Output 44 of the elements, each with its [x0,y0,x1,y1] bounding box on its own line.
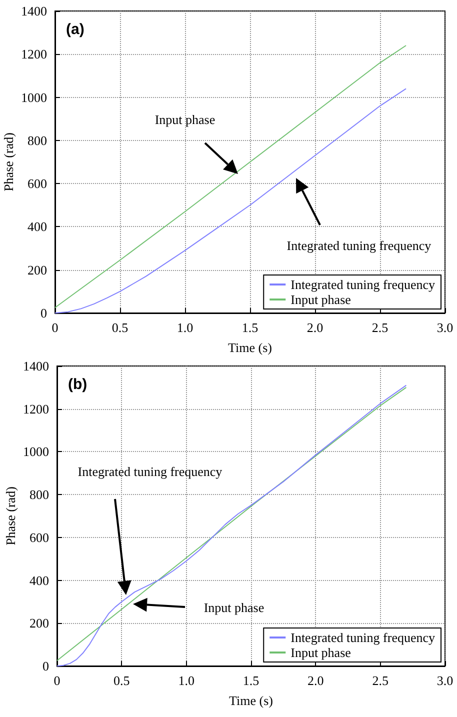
y-tick-label: 600 [28,176,47,192]
x-tick-label: 1.0 [178,673,194,688]
x-tick-label: 0.5 [112,320,128,335]
x-tick-label: 2.5 [372,673,388,688]
x-tick-label: 1.5 [242,320,258,335]
text: (a) [66,21,84,38]
legend-label: Input phase [290,645,352,660]
x-tick-label: 2.0 [308,673,324,688]
annotation: Integrated tuning frequency [78,464,223,479]
x-tick-label: 1.0 [176,320,194,335]
x-tick-label: 1.5 [242,673,260,688]
text: (b) [68,376,88,393]
y-tick-label: 1200 [23,401,49,416]
y-tick-label: 1200 [21,46,47,62]
x-axis-title: Time (s) [228,340,272,355]
x-tick-label: 2.0 [306,320,324,335]
x-tick-label: 2.5 [372,320,388,335]
x-tick-label: 0 [54,673,60,688]
y-tick-label: 800 [30,487,49,502]
y-tick-label: 400 [30,572,49,588]
y-tick-label: 1000 [21,90,47,105]
y-axis-title: Phase (rad) [1,132,16,192]
y-axis-title: Phase (rad) [3,486,18,546]
x-tick-label: 3.0 [436,320,454,335]
y-tick-label: 400 [28,219,47,234]
legend-label: Integrated tuning frequency [290,630,436,645]
y-tick-label: 200 [30,616,49,631]
legend-label: Integrated tuning frequency [290,277,436,292]
y-tick-label: 1400 [21,4,47,18]
legend-label: Input phase [290,292,352,307]
y-tick-label: 800 [28,132,47,148]
x-tick-label: 3.0 [436,673,454,688]
y-tick-label: 0 [40,306,47,320]
annotation: Input phase [204,600,264,615]
y-tick-label: 1000 [23,444,49,460]
x-tick-label: 0.5 [114,673,130,688]
y-tick-label: 600 [30,530,49,545]
annotation: Integrated tuning frequency [286,238,432,253]
y-tick-label: 200 [28,262,47,278]
y-tick-label: 1400 [23,358,49,374]
annotation: Input phase [154,112,216,127]
y-tick-label: 0 [42,658,49,674]
x-tick-label: 0 [52,320,58,335]
x-axis-title: Time (s) [229,693,273,708]
